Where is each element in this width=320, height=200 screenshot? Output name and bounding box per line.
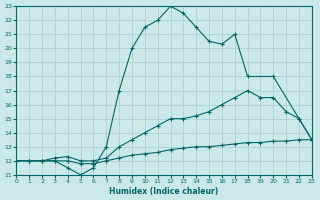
X-axis label: Humidex (Indice chaleur): Humidex (Indice chaleur) bbox=[109, 187, 219, 196]
